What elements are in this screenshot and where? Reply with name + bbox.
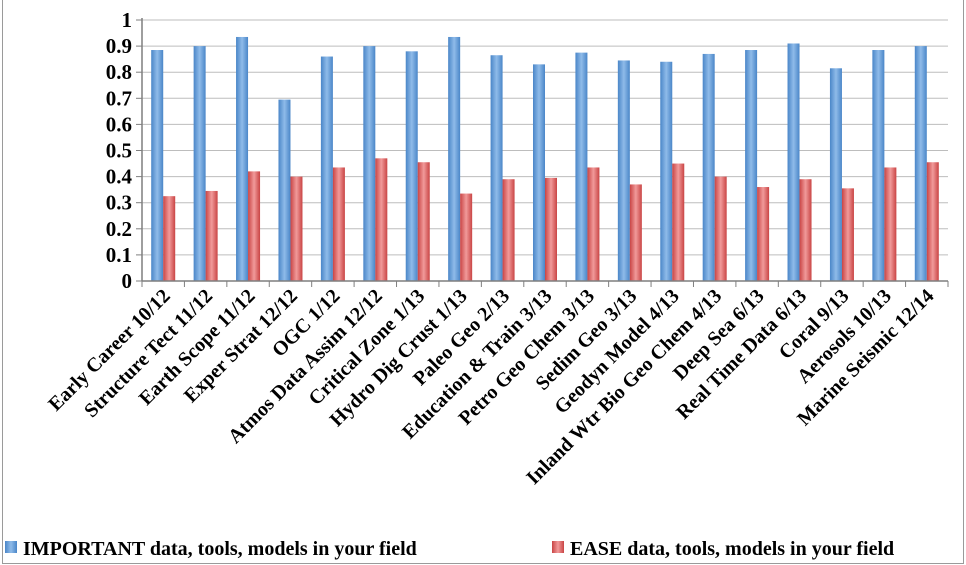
bar-important — [405, 51, 418, 281]
bar-ease — [502, 179, 515, 281]
bar-important — [745, 50, 758, 281]
bar-important — [236, 36, 249, 282]
bar-ease — [417, 162, 430, 281]
bar-important — [151, 50, 164, 281]
bar-ease — [672, 163, 685, 281]
bar-important — [914, 46, 927, 281]
bar-ease — [163, 196, 176, 281]
bar-important — [448, 36, 461, 282]
bar-important — [278, 99, 291, 281]
bar-ease — [841, 188, 854, 281]
bar-important — [490, 55, 503, 281]
bar-ease — [587, 167, 600, 281]
y-tick-label: 0.1 — [106, 243, 132, 267]
bar-important — [660, 61, 673, 282]
bar-ease — [884, 167, 897, 281]
y-tick-label: 0 — [122, 269, 133, 293]
bar-important — [363, 46, 376, 281]
legend-label-important: IMPORTANT data, tools, models in your fi… — [23, 538, 417, 560]
y-tick-label: 0.7 — [106, 86, 132, 110]
y-tick-label: 0.9 — [106, 34, 132, 58]
axes — [136, 18, 949, 287]
bar-important — [320, 56, 333, 281]
bar-ease — [926, 162, 939, 281]
bar-ease — [205, 190, 218, 281]
bar-ease — [460, 193, 473, 281]
bar-ease — [332, 167, 345, 281]
bar-important — [872, 50, 885, 281]
bar-important — [787, 43, 800, 281]
bar-ease — [714, 176, 727, 281]
y-tick-label: 0.5 — [106, 139, 132, 163]
bar-ease — [799, 179, 812, 281]
bar-important — [193, 46, 206, 281]
legend-swatch-ease — [552, 541, 564, 553]
y-tick-label: 0.3 — [106, 191, 132, 215]
bar-ease — [248, 171, 261, 281]
y-tick-label: 0.6 — [106, 112, 132, 136]
bars — [151, 36, 939, 282]
y-tick-label: 1 — [122, 8, 133, 32]
y-tick-label: 0.2 — [106, 217, 132, 241]
bar-ease — [757, 187, 770, 281]
bar-ease — [290, 176, 303, 281]
bar-important — [829, 68, 842, 281]
bar-ease — [375, 158, 388, 281]
legend-label-ease: EASE data, tools, models in your field — [570, 538, 894, 560]
y-tick-label: 0.8 — [106, 60, 132, 84]
legend: IMPORTANT data, tools, models in your fi… — [5, 538, 894, 560]
bar-ease — [545, 177, 557, 281]
bar-important — [617, 60, 630, 281]
bar-important — [702, 53, 715, 282]
bar-ease — [629, 184, 642, 281]
y-tick-label: 0.4 — [106, 165, 133, 189]
bar-important — [533, 64, 545, 282]
y-tick-labels: 00.10.20.30.40.5 0.60.70.80.91 — [106, 8, 133, 293]
bar-important — [575, 52, 588, 281]
legend-swatch-important — [5, 541, 17, 553]
